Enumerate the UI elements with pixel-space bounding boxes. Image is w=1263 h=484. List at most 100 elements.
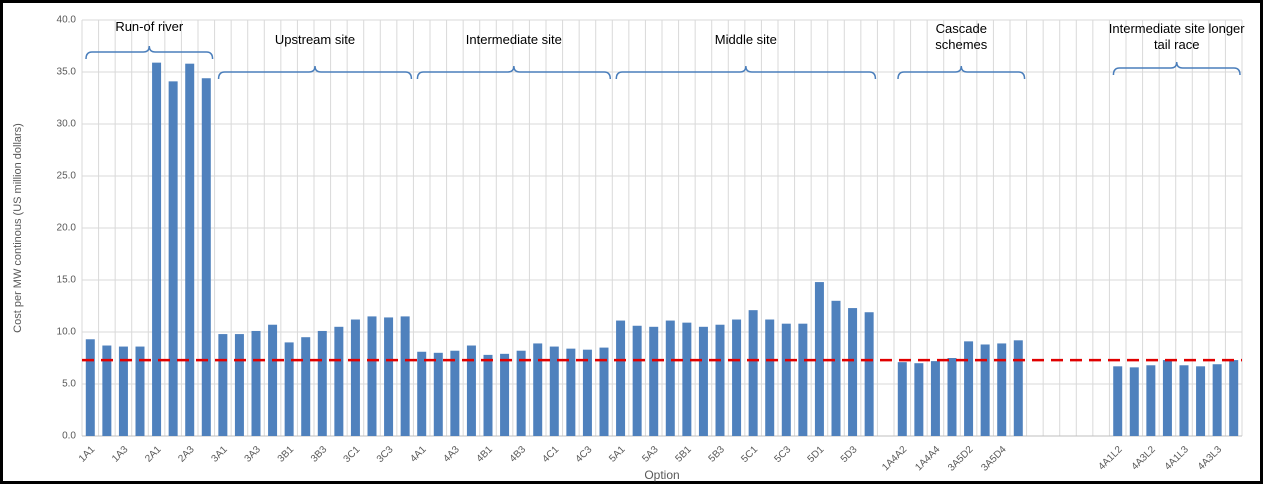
bar xyxy=(85,339,95,436)
bar xyxy=(698,326,708,436)
x-tick-label: 1A1 xyxy=(77,444,98,465)
x-tick-label: 4A3L3 xyxy=(1196,444,1225,473)
group-label: Middle site xyxy=(714,32,777,47)
bar xyxy=(980,344,990,436)
bar xyxy=(665,320,675,436)
bar xyxy=(814,282,824,436)
bar xyxy=(930,361,940,436)
bar xyxy=(234,334,244,436)
bar xyxy=(218,334,228,436)
group-label: Intermediate site xyxy=(465,32,562,47)
x-tick-label: 5D1 xyxy=(806,444,827,465)
bar xyxy=(1179,365,1189,436)
bar xyxy=(400,316,410,436)
x-tick-label: 4A1 xyxy=(408,444,429,465)
bar xyxy=(450,350,460,436)
bar xyxy=(1146,365,1156,436)
x-tick-label: 4B3 xyxy=(508,444,529,465)
x-tick-label: 3C3 xyxy=(375,444,396,465)
x-tick-label: 3B3 xyxy=(309,444,330,465)
bar xyxy=(765,319,775,436)
bar xyxy=(317,330,327,436)
bar xyxy=(632,325,642,436)
bar xyxy=(483,354,493,436)
x-tick-label: 5C1 xyxy=(739,444,760,465)
bar xyxy=(864,312,874,436)
x-tick-label: 4A1L2 xyxy=(1096,444,1125,473)
group-label: Run-of river xyxy=(115,19,184,34)
bar xyxy=(1013,340,1023,436)
y-tick-label: 15.0 xyxy=(57,275,77,286)
bar xyxy=(268,324,278,436)
x-tick-label: 4A3L2 xyxy=(1130,444,1159,473)
bar xyxy=(185,63,195,437)
bar xyxy=(798,323,808,436)
bar xyxy=(682,322,692,436)
y-tick-label: 0.0 xyxy=(62,431,76,442)
bar xyxy=(251,330,261,436)
bar xyxy=(334,326,344,436)
x-tick-label: 1A3 xyxy=(110,444,131,465)
bar xyxy=(433,352,443,436)
x-tick-label: 3B1 xyxy=(276,444,297,465)
x-tick-label: 3A3 xyxy=(243,444,264,465)
bar xyxy=(848,308,858,436)
x-tick-label: 5A3 xyxy=(640,444,661,465)
x-tick-label: 3C1 xyxy=(342,444,363,465)
bar xyxy=(732,319,742,436)
bar xyxy=(516,350,526,436)
x-tick-label: 2A1 xyxy=(143,444,164,465)
x-tick-label: 5D3 xyxy=(839,444,860,465)
group-label: Upstream site xyxy=(274,32,356,47)
x-tick-label: 2A3 xyxy=(176,444,197,465)
x-tick-label: 5C3 xyxy=(773,444,794,465)
bar xyxy=(897,362,907,436)
bar xyxy=(566,348,576,436)
group-label: Cascade schemes xyxy=(935,21,988,52)
x-tick-label: 3A5D2 xyxy=(946,444,976,474)
bar xyxy=(599,347,609,436)
group-label: Intermediate site longer tail race xyxy=(1108,21,1245,52)
group-brace xyxy=(615,65,877,80)
bar xyxy=(947,358,957,436)
bar xyxy=(284,342,294,436)
bar xyxy=(649,326,659,436)
y-tick-label: 20.0 xyxy=(57,223,77,234)
y-tick-label: 35.0 xyxy=(57,67,77,78)
bar xyxy=(135,346,145,436)
x-tick-label: 3A1 xyxy=(209,444,230,465)
bar xyxy=(102,345,112,436)
bar xyxy=(301,337,311,436)
bar xyxy=(914,363,924,436)
x-tick-label: 5B1 xyxy=(673,444,694,465)
bar xyxy=(1129,367,1139,436)
x-tick-label: 4B1 xyxy=(475,444,496,465)
group-brace xyxy=(416,65,612,80)
bar xyxy=(831,300,841,436)
x-tick-label: 4C1 xyxy=(541,444,562,465)
x-tick-label: 4A1L3 xyxy=(1163,444,1192,473)
bar xyxy=(1113,366,1123,436)
bar xyxy=(350,319,360,436)
y-tick-label: 10.0 xyxy=(57,327,77,338)
bar xyxy=(1212,364,1222,436)
group-brace xyxy=(897,65,1026,80)
bar xyxy=(748,310,758,436)
bar xyxy=(997,343,1007,436)
bar xyxy=(1229,360,1239,436)
group-brace xyxy=(1112,61,1241,76)
group-brace xyxy=(217,65,413,80)
x-tick-label: 4A3 xyxy=(441,444,462,465)
bar xyxy=(616,320,626,436)
bar xyxy=(549,346,559,436)
bar xyxy=(582,349,592,436)
y-tick-label: 30.0 xyxy=(57,119,77,130)
y-axis-label: Cost per MW continous (US million dollar… xyxy=(12,123,24,333)
x-tick-label: 1A4A4 xyxy=(913,444,942,473)
x-tick-label: 5A1 xyxy=(607,444,628,465)
bar xyxy=(384,317,394,436)
bar xyxy=(533,343,543,436)
bar xyxy=(168,81,178,437)
